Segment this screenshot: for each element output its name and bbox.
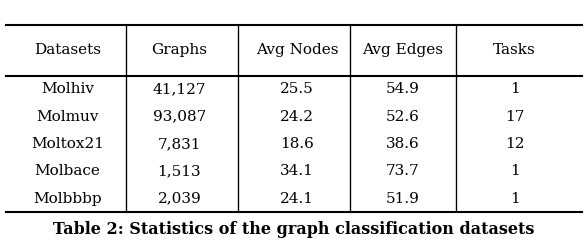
Text: Tasks: Tasks: [493, 43, 536, 57]
Text: Avg Nodes: Avg Nodes: [256, 43, 338, 57]
Text: 7,831: 7,831: [158, 137, 201, 151]
Text: 2,039: 2,039: [158, 192, 201, 206]
Text: Datasets: Datasets: [34, 43, 101, 57]
Text: Graphs: Graphs: [151, 43, 208, 57]
Text: 73.7: 73.7: [386, 164, 420, 178]
Text: 1: 1: [510, 164, 519, 178]
Text: 1: 1: [510, 82, 519, 96]
Text: Molhiv: Molhiv: [41, 82, 94, 96]
Text: 52.6: 52.6: [386, 110, 420, 124]
Text: 24.1: 24.1: [280, 192, 314, 206]
Text: 24.2: 24.2: [280, 110, 314, 124]
Text: Molbace: Molbace: [35, 164, 101, 178]
Text: 1,513: 1,513: [158, 164, 201, 178]
Text: 93,087: 93,087: [153, 110, 206, 124]
Text: Avg Edges: Avg Edges: [362, 43, 443, 57]
Text: Molmuv: Molmuv: [36, 110, 99, 124]
Text: Table 2: Statistics of the graph classification datasets: Table 2: Statistics of the graph classif…: [54, 221, 534, 238]
Text: 51.9: 51.9: [386, 192, 420, 206]
Text: Molbbbp: Molbbbp: [34, 192, 102, 206]
Text: 54.9: 54.9: [386, 82, 420, 96]
Text: 34.1: 34.1: [280, 164, 314, 178]
Text: 38.6: 38.6: [386, 137, 420, 151]
Text: 41,127: 41,127: [153, 82, 206, 96]
Text: 18.6: 18.6: [280, 137, 314, 151]
Text: 17: 17: [505, 110, 524, 124]
Text: 12: 12: [505, 137, 524, 151]
Text: 25.5: 25.5: [280, 82, 314, 96]
Text: Moltox21: Moltox21: [31, 137, 104, 151]
Text: 1: 1: [510, 192, 519, 206]
